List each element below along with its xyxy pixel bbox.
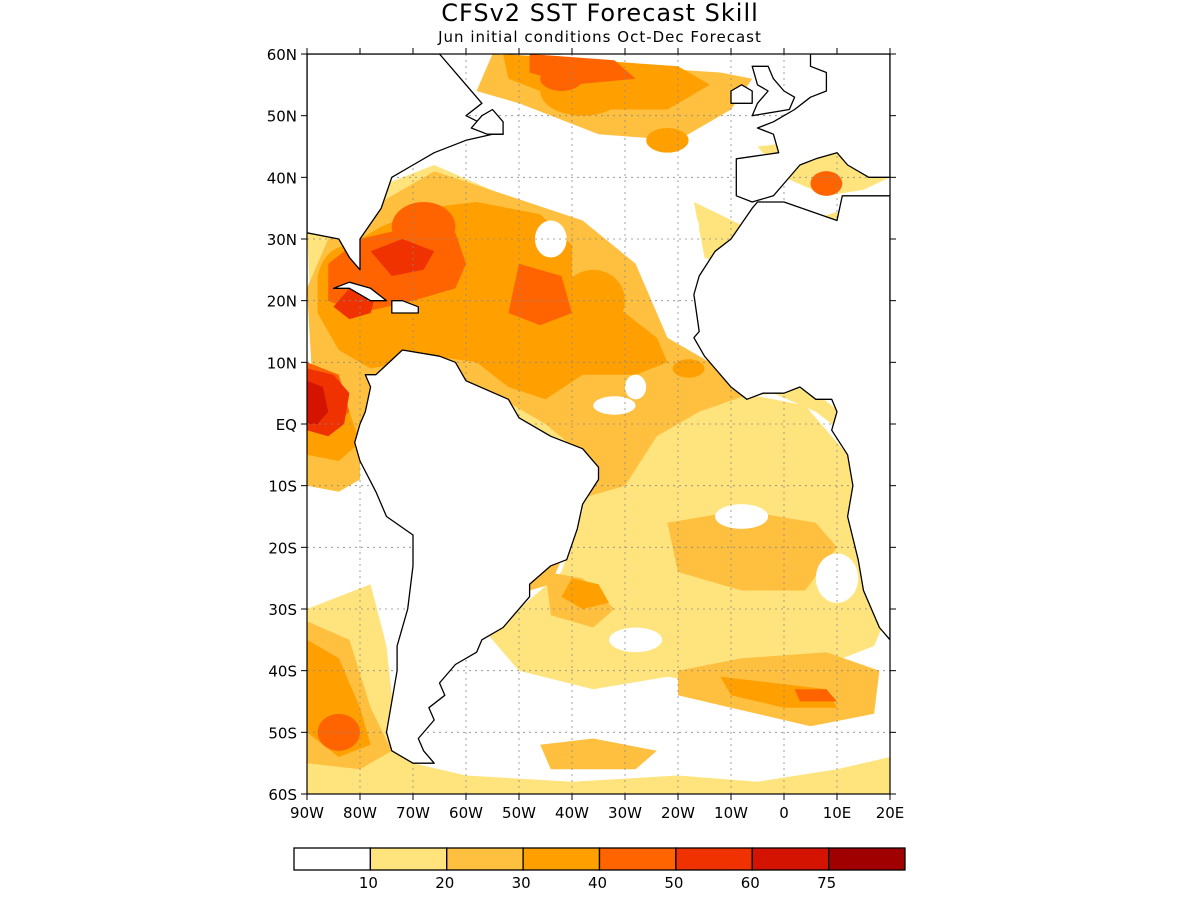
lon-tick-label: 20E xyxy=(876,804,905,822)
map-axis-ticks: 60N 50N 40N 30N 20N 10N EQ 10S 20S 30S 40S 50S 60S90… xyxy=(267,46,905,822)
lon-tick-label: 80W xyxy=(343,804,377,822)
low-skill-patch xyxy=(556,134,588,159)
land-europe xyxy=(735,54,890,203)
low-skill-patch xyxy=(558,189,586,215)
land-great-britain xyxy=(751,65,796,117)
lon-tick-label: 10E xyxy=(823,804,852,822)
lat-tick-label: 20N xyxy=(267,293,297,311)
colorbar-label: 40 xyxy=(588,874,607,892)
lon-tick-label: 90W xyxy=(290,804,324,822)
colorbar-swatch xyxy=(598,847,677,871)
skill-patch xyxy=(672,359,705,378)
lat-tick-label: 30N xyxy=(267,231,297,249)
colorbar: 10 20 30 40 50 60 75 xyxy=(293,847,906,892)
colorbar-swatch xyxy=(751,847,830,871)
skill-patch xyxy=(640,393,694,418)
colorbar-swatch xyxy=(293,847,372,871)
colorbar-swatch xyxy=(369,847,448,871)
land-hispaniola xyxy=(391,300,419,314)
lat-tick-label: 10S xyxy=(268,478,297,496)
lat-tick-label: 20S xyxy=(268,539,297,557)
colorbar-swatch xyxy=(446,847,524,871)
colorbar-label: 50 xyxy=(664,874,683,892)
low-skill-patch xyxy=(609,627,663,653)
skill-patch xyxy=(561,269,625,332)
colorbar-label: 75 xyxy=(817,874,836,892)
lon-tick-label: 10W xyxy=(714,804,748,822)
lon-tick-label: 40W xyxy=(555,804,589,822)
lat-tick-label: 60N xyxy=(267,46,297,64)
lat-tick-label: 10N xyxy=(267,354,297,372)
lat-tick-label: 60S xyxy=(268,786,297,804)
lat-tick-label: 40S xyxy=(268,663,297,681)
land-africa xyxy=(693,195,890,641)
colorbar-label: 30 xyxy=(512,874,531,892)
lat-tick-label: EQ xyxy=(276,416,297,434)
skill-patch xyxy=(810,171,843,196)
lon-tick-label: 30W xyxy=(608,804,642,822)
skill-patch xyxy=(540,66,583,91)
colorbar-swatch xyxy=(827,847,906,871)
low-skill-patch xyxy=(534,220,567,258)
colorbar-swatch xyxy=(522,847,601,871)
skill-region xyxy=(307,380,329,424)
land-north-america xyxy=(307,54,504,271)
colorbar-label: 20 xyxy=(435,874,454,892)
map-title: CFSv2 SST Forecast Skill xyxy=(441,0,759,27)
skill-region xyxy=(561,578,610,609)
lon-tick-label: 0 xyxy=(779,804,789,822)
lon-tick-label: 60W xyxy=(449,804,483,822)
coastlines xyxy=(307,54,890,764)
skill-region xyxy=(508,263,572,326)
low-skill-patch xyxy=(625,374,647,400)
colorbar-swatch xyxy=(675,847,753,871)
skill-region xyxy=(794,689,837,702)
low-skill-patch xyxy=(593,396,636,415)
low-skill-patch xyxy=(678,214,700,240)
colorbar-label: 10 xyxy=(359,874,378,892)
land-south-america xyxy=(354,349,600,764)
land-cuba xyxy=(332,281,388,302)
lon-tick-label: 20W xyxy=(661,804,695,822)
lat-tick-label: 30S xyxy=(268,601,297,619)
low-skill-patch xyxy=(815,553,859,603)
skill-patch xyxy=(646,127,689,153)
land-newfoundland xyxy=(470,108,504,135)
skill-region xyxy=(540,738,657,770)
lat-tick-label: 50N xyxy=(267,108,297,126)
lat-tick-label: 50S xyxy=(268,724,297,742)
lat-tick-label: 40N xyxy=(267,169,297,187)
map-plot-area xyxy=(307,54,890,794)
map-subtitle: Jun initial conditions Oct-Dec Forecast xyxy=(438,28,762,46)
colorbar-label: 60 xyxy=(741,874,760,892)
lon-tick-label: 70W xyxy=(396,804,430,822)
skill-region xyxy=(307,584,890,794)
land-greenland xyxy=(507,54,563,55)
skill-region xyxy=(667,510,837,591)
skill-region xyxy=(370,239,435,276)
lon-tick-label: 50W xyxy=(502,804,536,822)
land-ireland xyxy=(730,84,753,104)
low-skill-patch xyxy=(715,504,769,529)
